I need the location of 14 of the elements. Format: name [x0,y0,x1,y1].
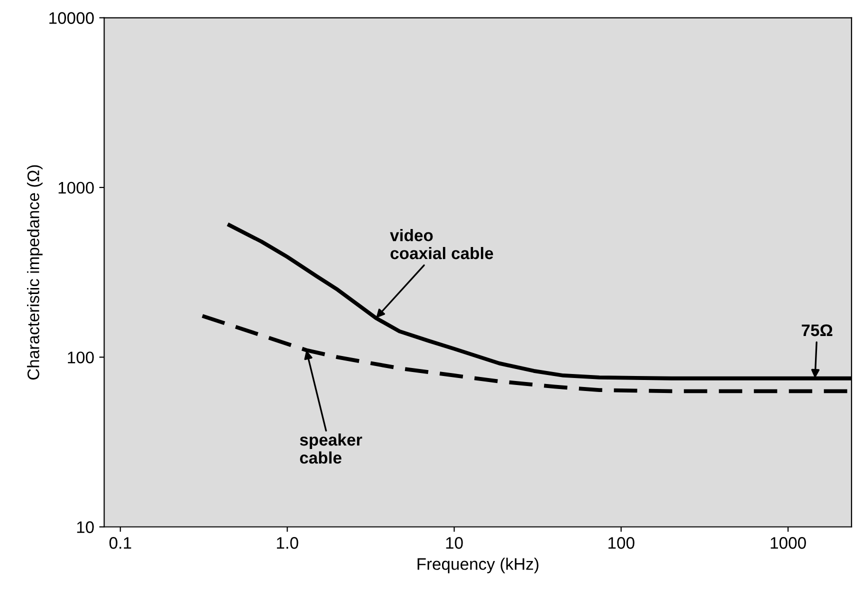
x-tick-label: 100 [608,537,634,549]
annotation: video coaxial cable [390,229,494,260]
x-tick-label: 0.1 [109,537,132,549]
x-tick-label: 1000 [770,537,806,549]
x-axis-title: Frequency (kHz) [418,558,538,574]
y-axis-title: Characteristic impedance (Ω) [27,165,43,380]
annotation: 75Ω [802,324,832,336]
annotation: speaker cable [300,433,362,464]
y-tick-label: 10000 [49,12,94,24]
y-tick-label: 100 [68,352,94,364]
y-tick-label: 1000 [58,182,94,194]
x-tick-label: 1.0 [276,537,298,549]
y-tick-label: 10 [77,521,94,534]
x-tick-label: 10 [446,537,463,549]
